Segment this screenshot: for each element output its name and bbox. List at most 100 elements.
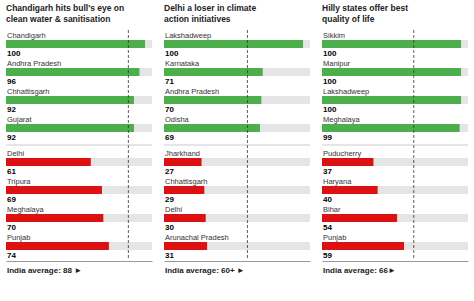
bar [6, 158, 91, 166]
data-label: 92 [7, 105, 16, 114]
x-axis [7, 261, 153, 262]
data-label: 100 [165, 49, 179, 58]
category-label: Meghalaya [7, 205, 45, 214]
track [164, 124, 310, 132]
category-label: Puducherry [323, 149, 362, 158]
bar [322, 242, 404, 250]
data-label: 100 [323, 77, 337, 86]
average-label: India average: 88 ► [7, 266, 82, 275]
bar [6, 40, 145, 48]
data-label: 31 [165, 251, 174, 260]
track [322, 96, 468, 104]
panel: Hilly states offer bestquality of lifeSi… [322, 3, 469, 275]
x-axis [165, 261, 311, 262]
panel: Chandigarh hits bull's eye onclean water… [6, 3, 153, 275]
data-label: 27 [165, 167, 174, 176]
data-label: 70 [7, 223, 16, 232]
track [322, 68, 468, 76]
track [164, 242, 310, 250]
data-label: 96 [7, 77, 16, 86]
category-label: Chhattisgarh [7, 87, 50, 96]
title-line: quality of life [322, 14, 375, 24]
bar [322, 214, 397, 222]
category-label: Lakshadweep [323, 87, 369, 96]
track [6, 242, 152, 250]
chart: Chandigarh hits bull's eye onclean water… [0, 0, 474, 301]
data-label: 100 [323, 49, 337, 58]
bar [322, 124, 460, 132]
data-label: 92 [7, 133, 16, 142]
bar [164, 186, 204, 194]
track [164, 40, 310, 48]
bar [322, 96, 461, 104]
data-label: 100 [323, 105, 337, 114]
data-label: 54 [323, 223, 332, 232]
title-line: action initiatives [164, 14, 231, 24]
axis-line [323, 261, 469, 262]
track [6, 186, 152, 194]
bar [6, 214, 103, 222]
data-label: 70 [165, 105, 174, 114]
title-line: Delhi a loser in climate [164, 3, 256, 13]
bar [322, 68, 461, 76]
track [322, 186, 468, 194]
category-label: Andhra Pradesh [7, 59, 61, 68]
track [6, 124, 152, 132]
category-label: Jharkhand [165, 149, 200, 158]
title: Chandigarh hits bull's eye onclean water… [6, 3, 124, 24]
title-line: clean water & sanitisation [6, 14, 110, 24]
track [164, 158, 310, 166]
separator [322, 145, 468, 146]
bar [164, 214, 206, 222]
category-label: Meghalaya [323, 115, 361, 124]
plot-area [322, 30, 468, 260]
category-label: Arunachal Pradesh [165, 233, 229, 242]
bar [164, 242, 207, 250]
data-label: 30 [165, 223, 174, 232]
x-axis [323, 261, 469, 262]
category-label: Karnataka [165, 59, 200, 68]
category-label: Bihar [323, 205, 341, 214]
category-label: Tripura [7, 177, 31, 186]
track [164, 96, 310, 104]
category-label: Manipur [323, 59, 351, 68]
data-label: 61 [7, 167, 16, 176]
bar [164, 158, 202, 166]
average-label: India average: 60+ ► [165, 266, 245, 275]
category-label: Punjab [7, 233, 30, 242]
bar [164, 40, 303, 48]
category-label: Delhi [7, 149, 24, 158]
category-label: Lakshadweep [165, 31, 211, 40]
track [322, 40, 468, 48]
bar [6, 186, 102, 194]
average-label: India average: 66► [323, 266, 396, 275]
bar [322, 40, 461, 48]
bar [6, 96, 134, 104]
bar [6, 68, 139, 76]
separator [6, 145, 152, 146]
category-label: Delhi [165, 205, 182, 214]
separator [164, 145, 310, 146]
data-label: 99 [323, 133, 332, 142]
title: Delhi a loser in climateaction initiativ… [164, 3, 256, 24]
track [164, 214, 310, 222]
track [322, 124, 468, 132]
bar [164, 124, 260, 132]
data-label: 71 [165, 77, 174, 86]
data-label: 74 [7, 251, 16, 260]
bar [6, 124, 134, 132]
title-line: Chandigarh hits bull's eye on [6, 3, 124, 13]
track [6, 158, 152, 166]
track [6, 40, 152, 48]
title: Hilly states offer bestquality of life [322, 3, 408, 24]
bar [322, 158, 373, 166]
track [6, 96, 152, 104]
panel: Delhi a loser in climateaction initiativ… [164, 3, 311, 275]
data-label: 29 [165, 195, 174, 204]
data-label: 100 [7, 49, 21, 58]
plot-area [164, 30, 310, 260]
category-label: Andhra Pradesh [165, 87, 219, 96]
data-label: 37 [323, 167, 332, 176]
bar [164, 68, 263, 76]
category-label: Odisha [165, 115, 190, 124]
